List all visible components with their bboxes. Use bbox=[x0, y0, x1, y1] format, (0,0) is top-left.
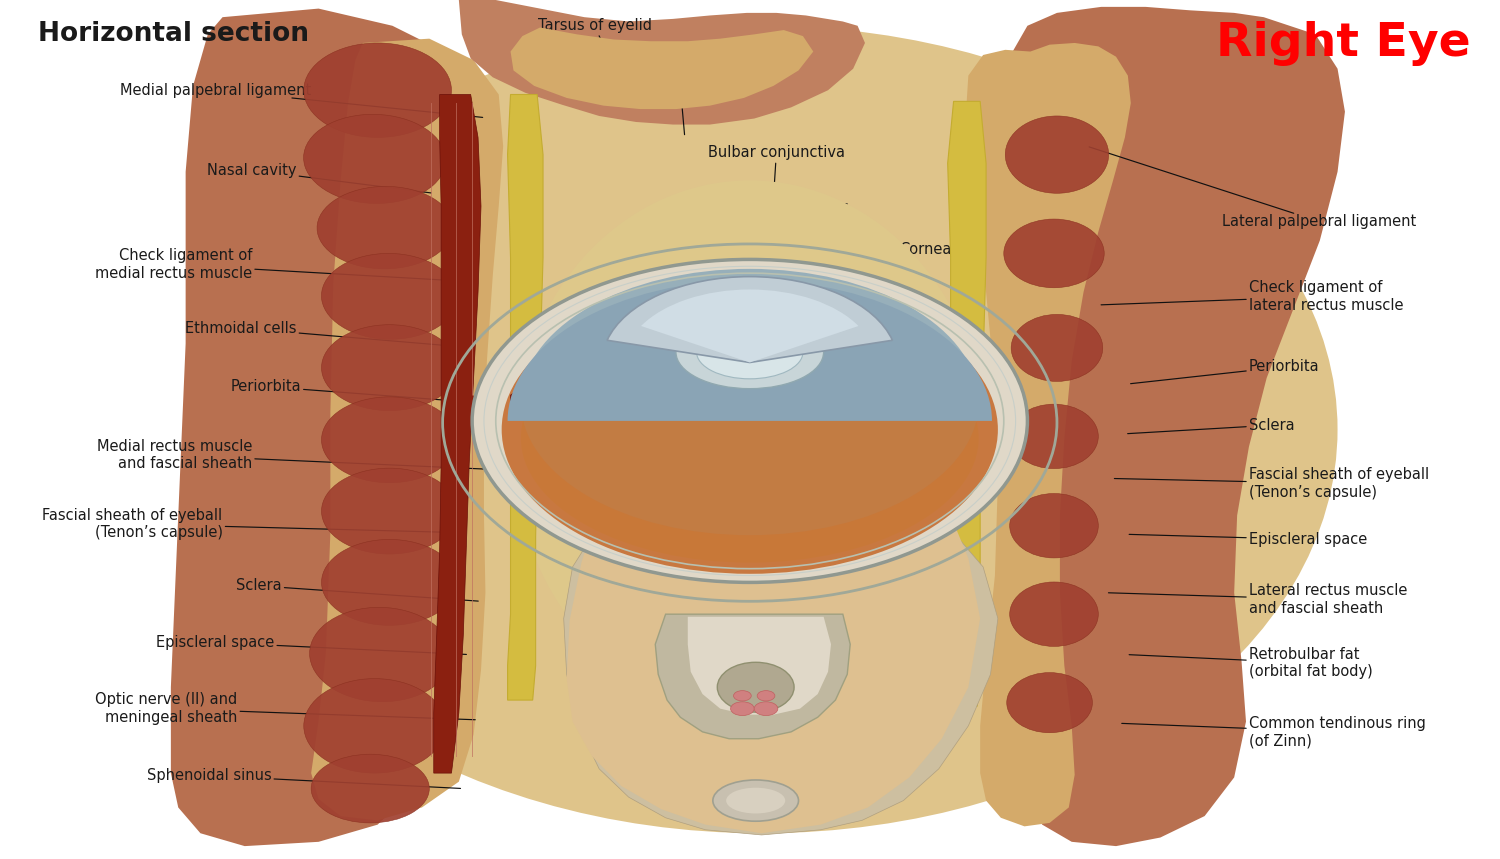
Text: Medial rectus muscle
and fascial sheath: Medial rectus muscle and fascial sheath bbox=[96, 439, 501, 472]
Text: Optic nerve (II) and
meningeal sheath: Optic nerve (II) and meningeal sheath bbox=[94, 692, 476, 725]
Text: Ethmoidal cells: Ethmoidal cells bbox=[184, 320, 441, 345]
Ellipse shape bbox=[717, 662, 794, 712]
Text: Nasal cavity: Nasal cavity bbox=[207, 162, 430, 193]
Ellipse shape bbox=[321, 539, 458, 625]
Polygon shape bbox=[433, 94, 482, 773]
Text: Lateral rectus muscle
and fascial sheath: Lateral rectus muscle and fascial sheath bbox=[1108, 583, 1407, 616]
Text: Periorbita: Periorbita bbox=[230, 379, 490, 404]
Ellipse shape bbox=[676, 315, 824, 388]
Polygon shape bbox=[460, 395, 543, 414]
Ellipse shape bbox=[1010, 582, 1098, 647]
Circle shape bbox=[754, 702, 778, 716]
Ellipse shape bbox=[1004, 219, 1104, 288]
Polygon shape bbox=[459, 0, 866, 125]
Ellipse shape bbox=[1010, 493, 1098, 558]
Text: Retrobulbar fat
(orbital fat body): Retrobulbar fat (orbital fat body) bbox=[1130, 647, 1372, 679]
Polygon shape bbox=[656, 614, 850, 739]
Polygon shape bbox=[777, 361, 951, 500]
Text: Horizontal section: Horizontal section bbox=[38, 21, 309, 47]
Circle shape bbox=[472, 259, 1028, 582]
Polygon shape bbox=[567, 462, 980, 833]
Wedge shape bbox=[608, 277, 892, 362]
Ellipse shape bbox=[696, 326, 802, 379]
Polygon shape bbox=[564, 509, 998, 835]
Text: Sclera: Sclera bbox=[236, 578, 478, 601]
Ellipse shape bbox=[321, 397, 458, 483]
Text: Medial palpebral ligament: Medial palpebral ligament bbox=[120, 82, 483, 118]
Text: Palpebral conjunctiva: Palpebral conjunctiva bbox=[602, 80, 759, 135]
Polygon shape bbox=[507, 94, 543, 700]
Ellipse shape bbox=[310, 754, 429, 823]
Ellipse shape bbox=[316, 186, 453, 269]
Text: Fascial sheath of eyeball
(Tenon’s capsule): Fascial sheath of eyeball (Tenon’s capsu… bbox=[1114, 467, 1430, 500]
Ellipse shape bbox=[1010, 405, 1098, 469]
Text: Fascial sheath of eyeball
(Tenon’s capsule): Fascial sheath of eyeball (Tenon’s capsu… bbox=[42, 508, 456, 540]
Text: Common tendinous ring
(of Zinn): Common tendinous ring (of Zinn) bbox=[1122, 716, 1426, 748]
Ellipse shape bbox=[1005, 116, 1108, 193]
Ellipse shape bbox=[1011, 314, 1102, 381]
Polygon shape bbox=[948, 101, 986, 706]
Ellipse shape bbox=[303, 114, 446, 204]
Polygon shape bbox=[688, 617, 831, 715]
Text: Sphenoidal sinus: Sphenoidal sinus bbox=[147, 768, 460, 789]
Polygon shape bbox=[510, 382, 548, 414]
Circle shape bbox=[734, 691, 752, 701]
Text: Check ligament of
medial rectus muscle: Check ligament of medial rectus muscle bbox=[94, 248, 471, 282]
Ellipse shape bbox=[304, 679, 446, 773]
Polygon shape bbox=[1010, 7, 1346, 846]
Ellipse shape bbox=[309, 607, 452, 702]
Text: Lens: Lens bbox=[816, 200, 849, 251]
Circle shape bbox=[501, 285, 998, 574]
Text: Lateral palpebral ligament: Lateral palpebral ligament bbox=[1089, 147, 1416, 229]
Ellipse shape bbox=[1007, 673, 1092, 733]
Ellipse shape bbox=[513, 180, 986, 713]
Circle shape bbox=[730, 702, 754, 716]
Text: Tarsus of eyelid: Tarsus of eyelid bbox=[537, 18, 651, 94]
Ellipse shape bbox=[321, 325, 458, 411]
Wedge shape bbox=[640, 289, 858, 362]
Text: Periorbita: Periorbita bbox=[1131, 359, 1320, 384]
Wedge shape bbox=[507, 280, 992, 421]
Text: Episcleral space: Episcleral space bbox=[1130, 532, 1366, 547]
Ellipse shape bbox=[520, 314, 978, 563]
Text: Episcleral space: Episcleral space bbox=[156, 635, 466, 655]
Text: Check ligament of
lateral rectus muscle: Check ligament of lateral rectus muscle bbox=[1101, 280, 1404, 313]
Circle shape bbox=[758, 691, 776, 701]
Text: Right Eye: Right Eye bbox=[1216, 21, 1470, 66]
Ellipse shape bbox=[321, 468, 458, 554]
Polygon shape bbox=[798, 421, 946, 539]
Polygon shape bbox=[510, 27, 813, 109]
Ellipse shape bbox=[726, 788, 784, 813]
Ellipse shape bbox=[712, 780, 798, 821]
Ellipse shape bbox=[735, 324, 788, 350]
Ellipse shape bbox=[321, 253, 458, 339]
Ellipse shape bbox=[304, 43, 452, 137]
Polygon shape bbox=[171, 9, 497, 846]
Ellipse shape bbox=[520, 269, 978, 535]
Polygon shape bbox=[966, 43, 1131, 826]
Text: Bulbar conjunctiva: Bulbar conjunctiva bbox=[708, 145, 844, 197]
Polygon shape bbox=[310, 39, 503, 820]
Text: Sclera: Sclera bbox=[1128, 417, 1294, 434]
Text: Cornea: Cornea bbox=[856, 241, 951, 281]
Ellipse shape bbox=[186, 26, 1338, 833]
